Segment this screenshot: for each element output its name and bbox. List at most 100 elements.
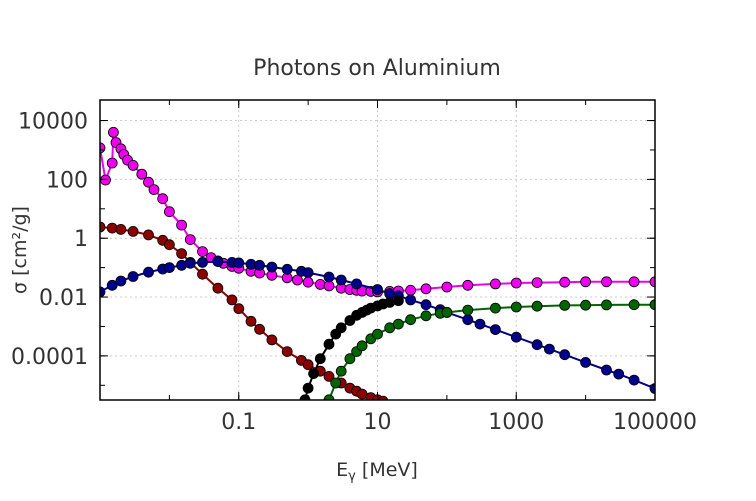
- data-point: [127, 271, 139, 282]
- data-point: [100, 286, 106, 298]
- data-point: [314, 278, 326, 290]
- data-point: [176, 248, 188, 260]
- data-point: [420, 310, 432, 322]
- data-point: [649, 383, 655, 394]
- data-point: [489, 302, 501, 314]
- data-point: [100, 174, 111, 186]
- data-point: [245, 315, 257, 327]
- data-point: [314, 353, 326, 365]
- data-point: [489, 278, 501, 290]
- data-point: [281, 263, 293, 275]
- data-point: [531, 277, 543, 289]
- data-point: [420, 299, 432, 311]
- data-point: [157, 193, 169, 205]
- data-point: [212, 282, 224, 294]
- data-point: [254, 323, 266, 335]
- data-point: [323, 370, 335, 382]
- data-point: [163, 262, 175, 274]
- data-point: [163, 206, 175, 218]
- data-point: [405, 284, 417, 296]
- data-point: [649, 299, 655, 311]
- y-tick-label: 1: [74, 227, 88, 252]
- data-point: [143, 229, 154, 241]
- data-point: [266, 334, 278, 346]
- data-point: [489, 324, 501, 336]
- data-point: [601, 364, 612, 376]
- data-point: [462, 314, 474, 326]
- data-point: [108, 126, 119, 138]
- data-point: [184, 234, 196, 246]
- data-point: [441, 281, 453, 293]
- data-point: [601, 299, 612, 311]
- data-point: [330, 377, 342, 389]
- data-point: [115, 223, 127, 235]
- x-tick-label: 10: [364, 410, 392, 435]
- data-point: [405, 294, 417, 306]
- data-point: [302, 359, 314, 371]
- data-point: [233, 303, 245, 315]
- data-point: [392, 318, 404, 330]
- data-point: [510, 301, 522, 313]
- data-point: [323, 338, 335, 350]
- data-point: [405, 314, 417, 326]
- chart-title: Photons on Aluminium: [253, 56, 501, 81]
- data-point: [184, 257, 196, 269]
- data-point: [510, 277, 522, 289]
- y-axis-label: σ [cm²/g]: [9, 206, 31, 294]
- data-point: [302, 276, 314, 288]
- data-point: [474, 318, 486, 330]
- data-point: [176, 219, 188, 231]
- data-point: [628, 299, 640, 311]
- x-tick-label: 1000: [488, 410, 544, 435]
- data-point: [197, 268, 208, 280]
- data-point: [106, 279, 118, 291]
- data-point: [580, 356, 591, 368]
- data-point: [266, 261, 278, 273]
- data-point: [613, 368, 625, 380]
- data-point: [392, 295, 404, 307]
- data-point: [531, 300, 543, 312]
- y-tick-label: 0.0001: [11, 345, 88, 370]
- data-point: [441, 306, 453, 318]
- data-point: [510, 331, 522, 343]
- series-3: [299, 295, 404, 400]
- data-point: [100, 221, 106, 233]
- data-point: [649, 276, 655, 288]
- data-point: [254, 259, 266, 271]
- data-point: [197, 246, 208, 258]
- data-point: [531, 339, 543, 351]
- data-point: [372, 284, 383, 295]
- data-point: [377, 395, 389, 400]
- y-tick-label: 0.01: [39, 286, 88, 311]
- data-point: [559, 349, 571, 361]
- data-point: [559, 276, 571, 288]
- data-point: [115, 275, 127, 287]
- data-point: [308, 368, 320, 380]
- data-point: [628, 374, 640, 386]
- data-point: [233, 257, 245, 269]
- series-1: [100, 221, 389, 400]
- series-2: [100, 256, 655, 394]
- data-point: [302, 382, 314, 394]
- data-point: [628, 276, 640, 288]
- x-tick-label: 0.1: [221, 410, 256, 435]
- data-point: [384, 296, 396, 308]
- data-point: [335, 322, 347, 334]
- x-axis-label: Eγ [MeV]: [336, 459, 418, 484]
- data-point: [372, 328, 383, 340]
- plot-area: [100, 126, 655, 400]
- data-point: [323, 271, 335, 283]
- y-tick-label: 100: [46, 168, 88, 193]
- data-point: [106, 157, 118, 169]
- data-point: [143, 266, 154, 278]
- data-point: [281, 346, 293, 358]
- data-point: [351, 278, 363, 290]
- data-point: [127, 159, 139, 171]
- data-point: [302, 267, 314, 279]
- data-point: [344, 353, 356, 365]
- data-point: [335, 274, 347, 286]
- data-point: [559, 299, 571, 311]
- data-point: [335, 365, 347, 377]
- data-point: [462, 279, 474, 291]
